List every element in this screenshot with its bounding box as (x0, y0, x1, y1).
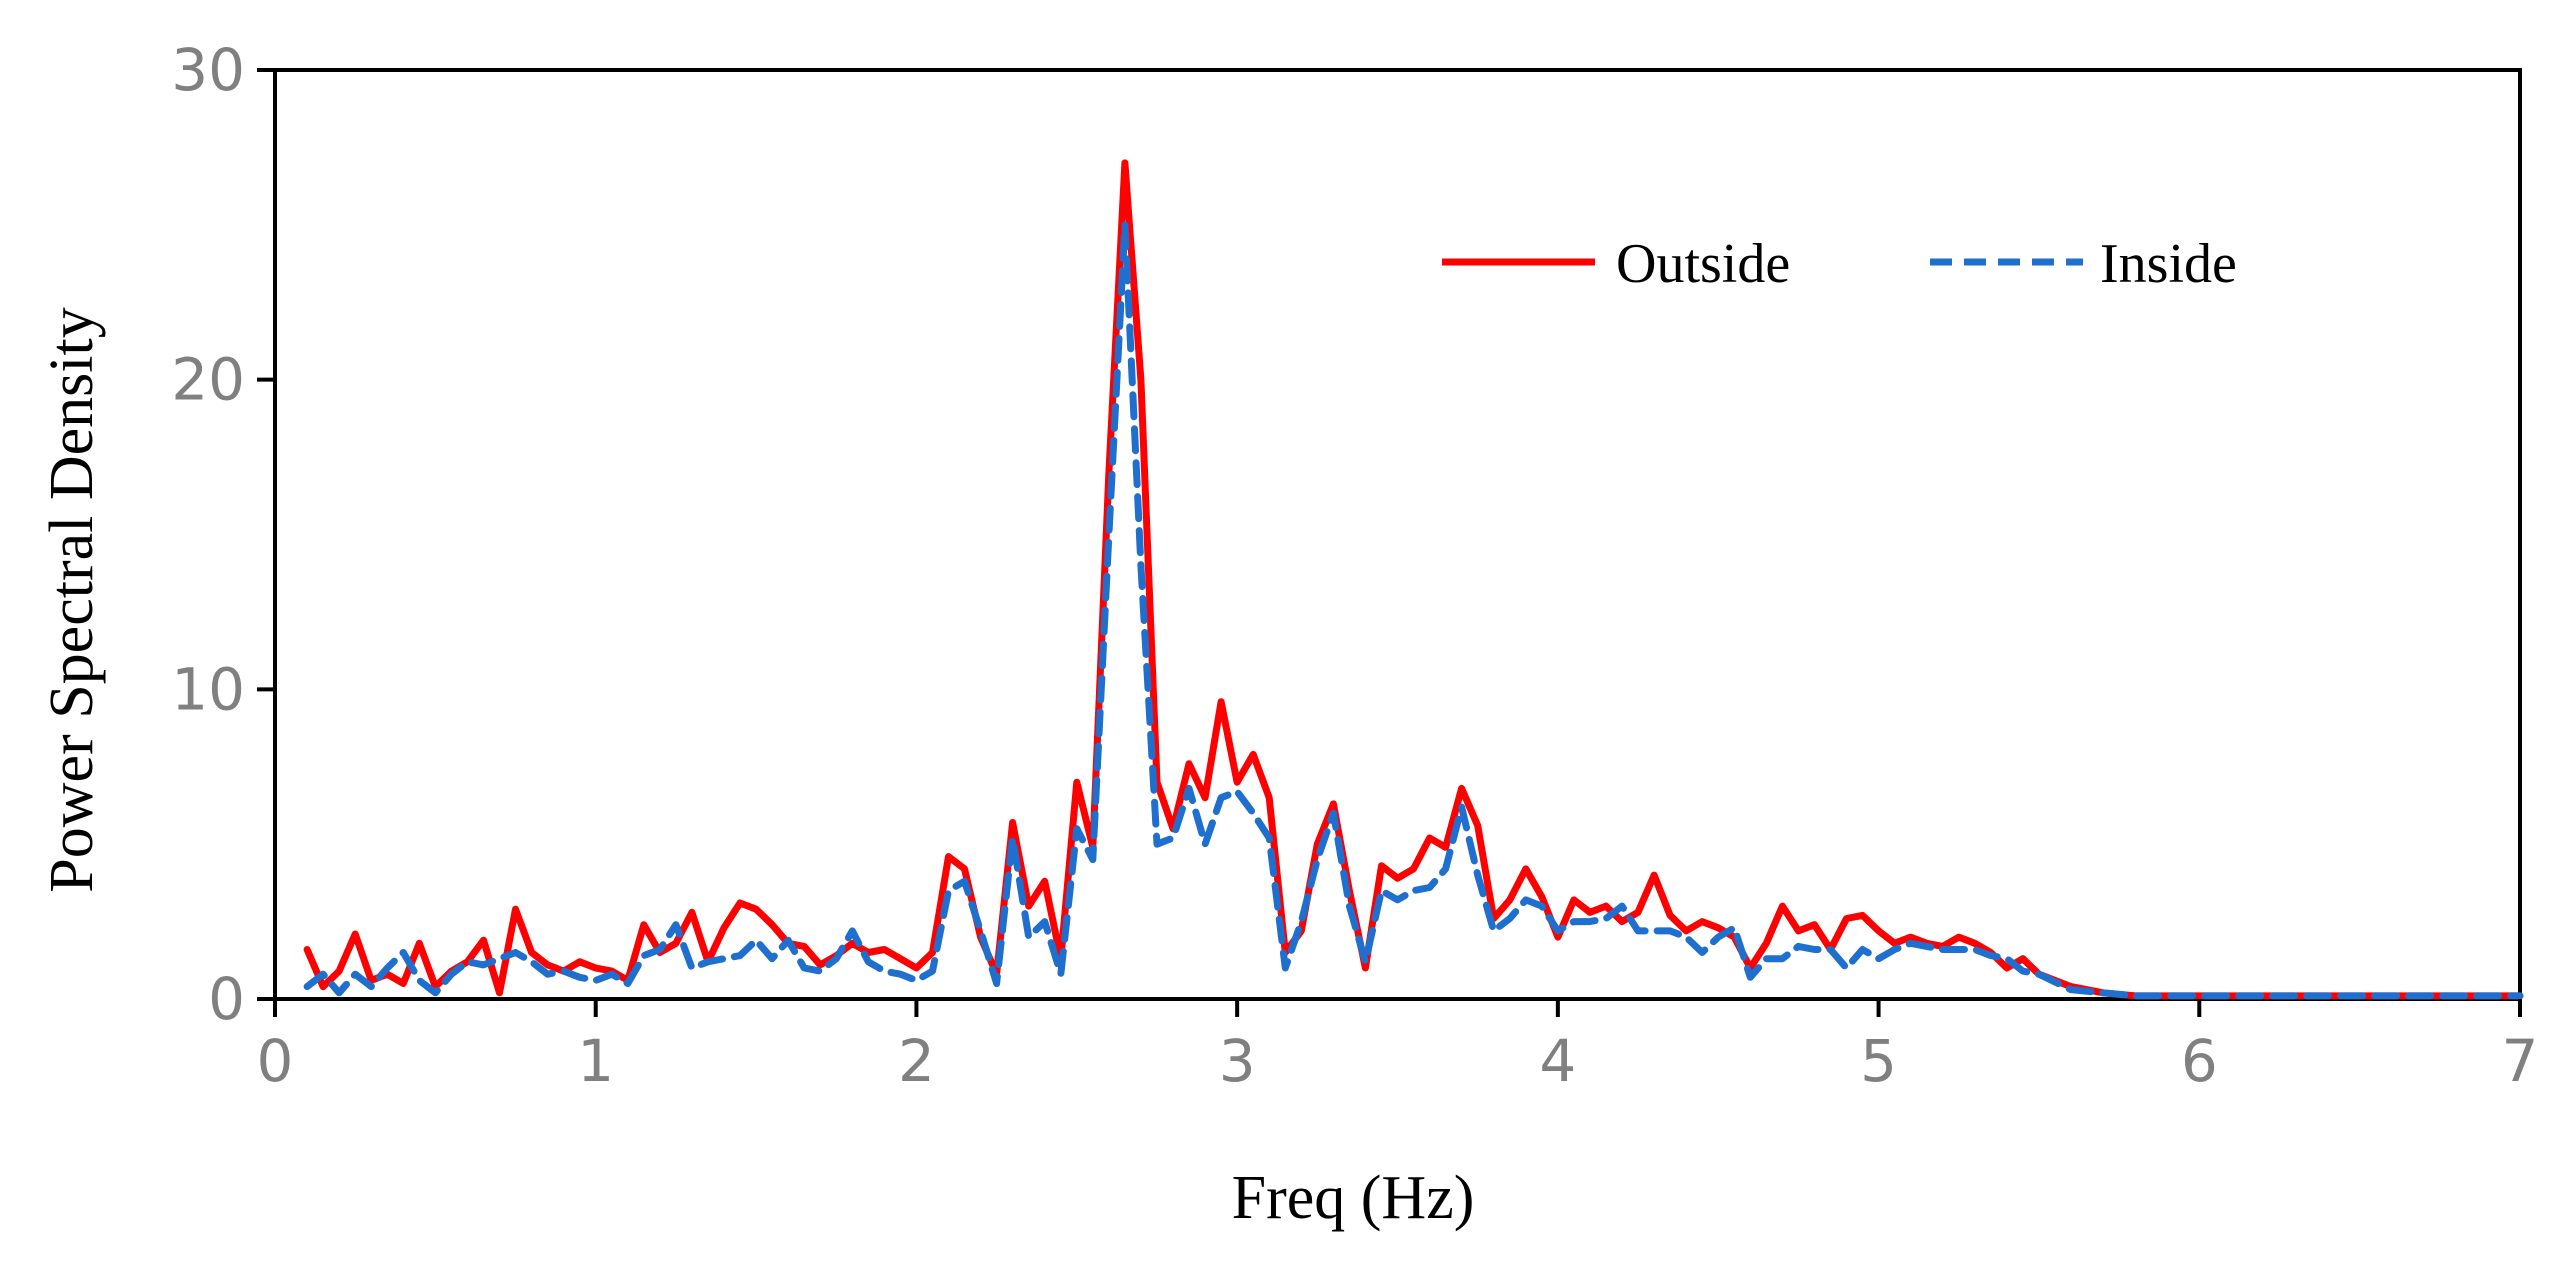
y-tick-label: 20 (171, 346, 245, 414)
x-tick-label: 5 (1860, 1027, 1897, 1095)
x-tick-label: 0 (257, 1027, 294, 1095)
legend-label-inside: Inside (2100, 233, 2237, 295)
x-axis-title: Freq (Hz) (1232, 1164, 1475, 1232)
y-tick-label: 10 (171, 655, 245, 723)
legend-label-outside: Outside (1616, 233, 1790, 295)
plot-frame (273, 68, 2522, 1001)
x-tick-label: 2 (898, 1027, 935, 1095)
y-tick-label: 0 (208, 965, 245, 1033)
x-tick-label: 1 (577, 1027, 614, 1095)
x-tick-label: 4 (1539, 1027, 1576, 1095)
x-tick-label: 6 (2181, 1027, 2218, 1095)
x-tick-label: 7 (2502, 1027, 2539, 1095)
legend: Outside Inside (1442, 233, 2237, 295)
series-layer (303, 159, 2524, 1000)
y-axis-title: Power Spectral Density (38, 307, 106, 892)
series-line-inside (303, 221, 2524, 1000)
y-tick-label: 30 (171, 36, 245, 104)
x-tick-label: 3 (1219, 1027, 1256, 1095)
ticks-layer: 0 1 2 3 4 5 6 7 0 10 20 30 (171, 36, 2538, 1095)
